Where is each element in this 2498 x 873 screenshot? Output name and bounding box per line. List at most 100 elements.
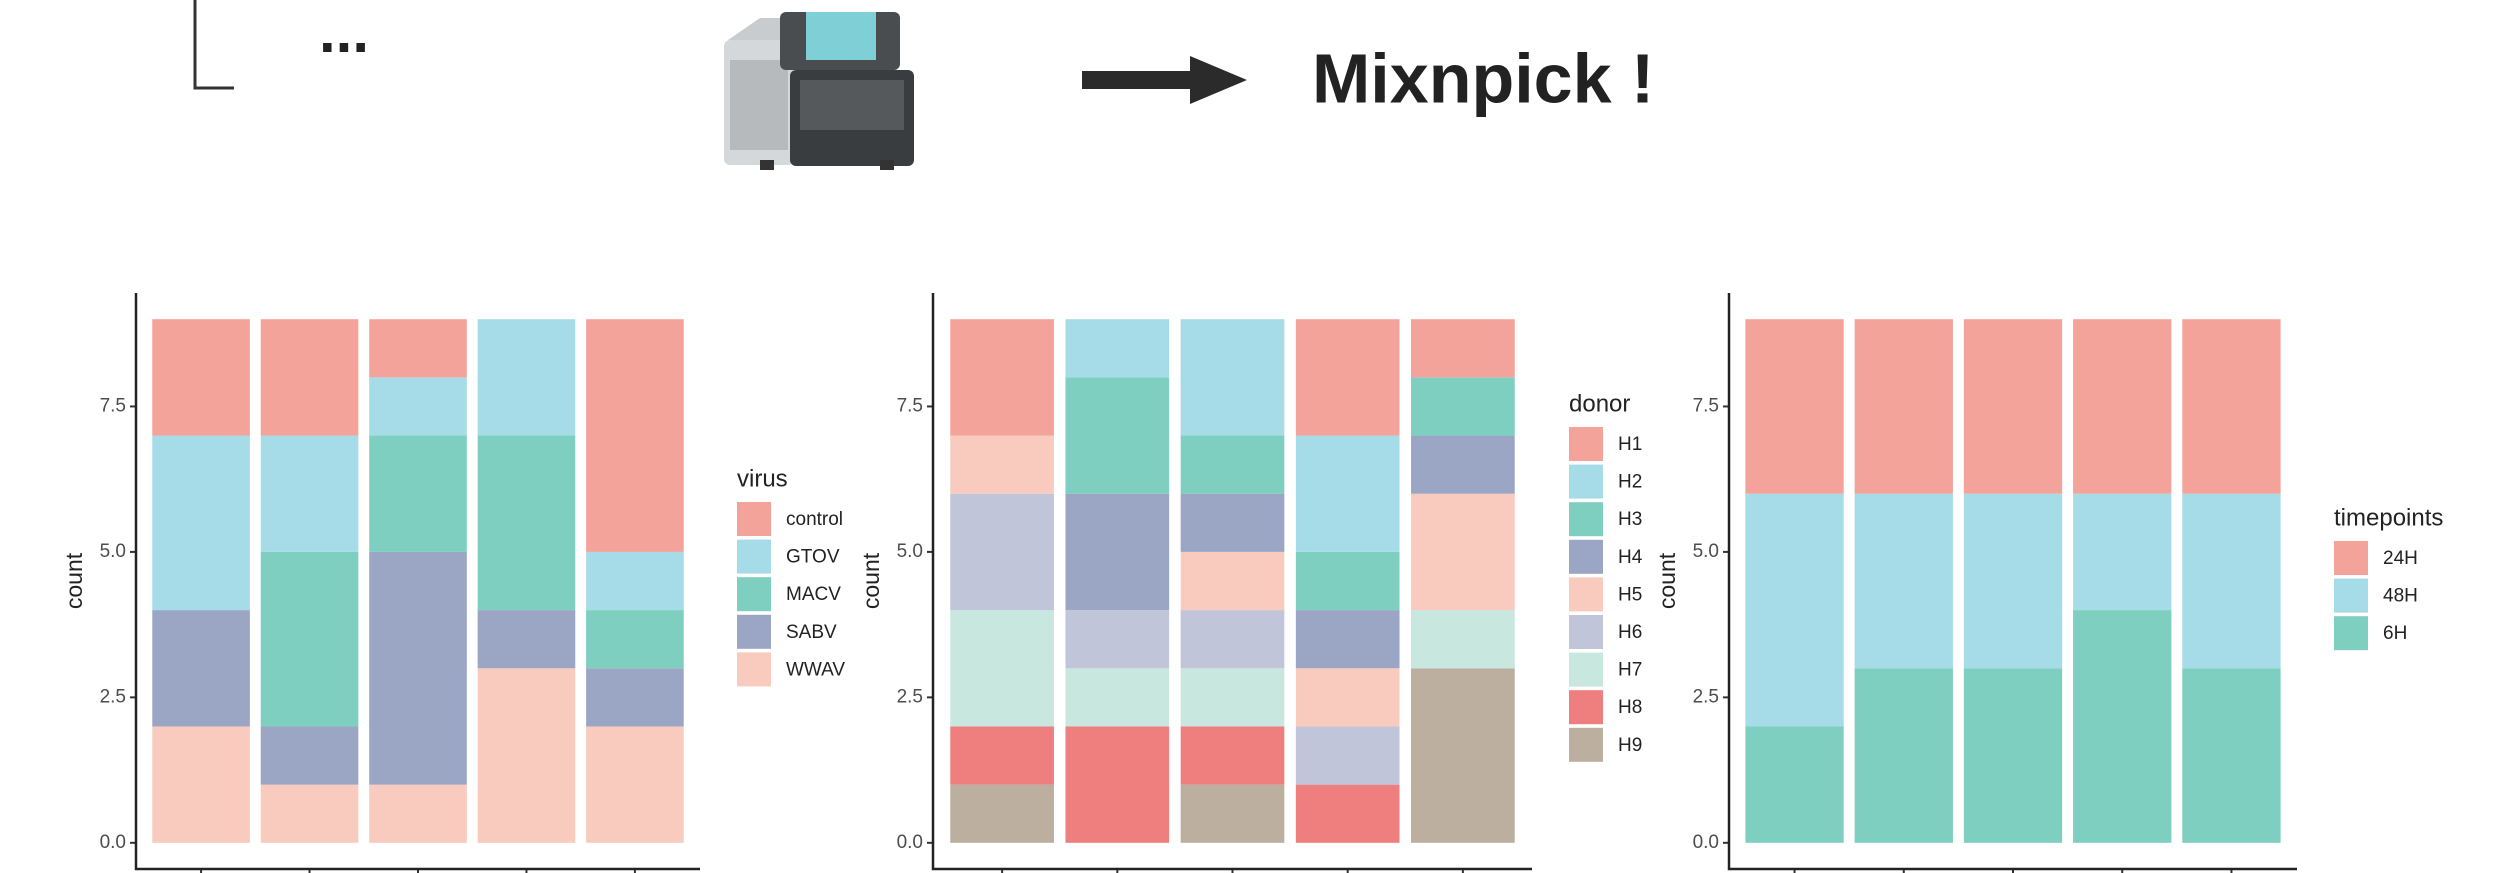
y-tick-label: 7.5 xyxy=(100,395,126,416)
y-tick-label: 5.0 xyxy=(897,541,923,562)
legend-label: H6 xyxy=(1618,622,1642,643)
legend-swatch xyxy=(1569,728,1603,762)
bar-segment xyxy=(950,726,1054,784)
legend-swatch xyxy=(2334,541,2368,575)
legend-label: H2 xyxy=(1618,472,1642,493)
bar-segment xyxy=(1411,436,1515,494)
bar-segment xyxy=(1745,726,1843,842)
bar-segment xyxy=(1065,319,1169,377)
legend-swatch xyxy=(1569,502,1603,536)
chart: 0.02.55.07.5countviruscontrolGTOVMACVSAB… xyxy=(61,293,845,873)
legend-swatch xyxy=(1569,653,1603,687)
bar-segment xyxy=(1411,494,1515,610)
bar-segment xyxy=(1296,610,1400,668)
y-tick-label: 0.0 xyxy=(1693,832,1719,853)
legend-label: H3 xyxy=(1618,509,1642,530)
bar-segment xyxy=(1181,552,1285,610)
y-tick-label: 5.0 xyxy=(1693,541,1719,562)
bar-segment xyxy=(586,610,684,668)
y-axis-label: count xyxy=(1654,552,1680,609)
bar-segment xyxy=(1855,494,1953,669)
bar-segment xyxy=(152,726,250,842)
bar-segment xyxy=(1065,377,1169,493)
legend-label: H4 xyxy=(1618,547,1643,568)
bar-segment xyxy=(1855,668,1953,843)
chart: 0.02.55.07.5counttimepoints24H48H6H xyxy=(1654,293,2443,873)
y-tick-label: 7.5 xyxy=(1693,395,1719,416)
legend-label: H1 xyxy=(1618,434,1642,455)
bar-segment xyxy=(261,785,359,843)
legend-swatch xyxy=(2334,579,2368,613)
bracket xyxy=(195,0,234,88)
legend-swatch xyxy=(1569,615,1603,649)
bar-segment xyxy=(1181,610,1285,668)
legend-label: H8 xyxy=(1618,697,1642,718)
legend-swatch xyxy=(737,540,771,574)
legend-label: 6H xyxy=(2383,623,2407,644)
legend-swatch xyxy=(1569,465,1603,499)
bar-segment xyxy=(1181,494,1285,552)
bar-segment xyxy=(478,319,576,435)
bar-segment xyxy=(1181,668,1285,726)
legend-swatch xyxy=(1569,690,1603,724)
bar-segment xyxy=(1411,377,1515,435)
bar-segment xyxy=(261,436,359,552)
y-axis-label: count xyxy=(61,552,87,609)
bar-segment xyxy=(1411,319,1515,377)
bar-segment xyxy=(586,319,684,552)
legend-label: control xyxy=(786,509,843,530)
legend-title: timepoints xyxy=(2334,504,2443,531)
legend-swatch xyxy=(1569,540,1603,574)
bar-segment xyxy=(152,319,250,435)
bar-segment xyxy=(950,785,1054,843)
y-tick-label: 0.0 xyxy=(897,832,923,853)
bar-segment xyxy=(1181,319,1285,435)
bar-segment xyxy=(1181,785,1285,843)
bar-segment xyxy=(1065,494,1169,610)
bar-segment xyxy=(1296,319,1400,435)
bar-segment xyxy=(1296,726,1400,784)
bar-segment xyxy=(152,610,250,726)
bar-segment xyxy=(478,436,576,611)
bar-segment xyxy=(1181,726,1285,784)
bar-segment xyxy=(261,726,359,784)
legend-swatch xyxy=(737,615,771,649)
bar-segment xyxy=(152,436,250,611)
bar-segment xyxy=(1964,319,2062,494)
bar-segment xyxy=(586,668,684,726)
bar-segment xyxy=(261,552,359,727)
arrow xyxy=(1082,56,1247,104)
y-tick-label: 2.5 xyxy=(100,686,126,707)
bar-segment xyxy=(1411,668,1515,843)
legend-swatch xyxy=(2334,616,2368,650)
bar-segment xyxy=(261,319,359,435)
bar-segment xyxy=(2073,494,2171,610)
bar-segment xyxy=(1964,494,2062,669)
y-tick-label: 7.5 xyxy=(897,395,923,416)
bar-segment xyxy=(369,319,467,377)
y-tick-label: 5.0 xyxy=(100,541,126,562)
bar-segment xyxy=(950,319,1054,435)
bar-segment xyxy=(586,726,684,842)
bar-segment xyxy=(369,552,467,785)
legend-label: 48H xyxy=(2383,586,2418,607)
legend-swatch xyxy=(1569,577,1603,611)
legend-title: donor xyxy=(1569,390,1630,417)
figure: ... Mixnpick ! 0.02.55.07.5countviruscon… xyxy=(0,0,2498,873)
bar-segment xyxy=(1065,610,1169,668)
legend-label: 24H xyxy=(2383,548,2418,569)
bar-segment xyxy=(2182,319,2280,494)
bar-segment xyxy=(1065,726,1169,842)
bar-segment xyxy=(478,668,576,843)
bar-segment xyxy=(1745,319,1843,494)
bar-segment xyxy=(586,552,684,610)
legend-label: WWAV xyxy=(786,659,845,680)
bar-segment xyxy=(369,436,467,552)
legend-label: H7 xyxy=(1618,660,1642,681)
legend-swatch xyxy=(737,577,771,611)
bar-segment xyxy=(2073,610,2171,843)
bar-segment xyxy=(1296,785,1400,843)
y-tick-label: 0.0 xyxy=(100,832,126,853)
bar-segment xyxy=(1181,436,1285,494)
